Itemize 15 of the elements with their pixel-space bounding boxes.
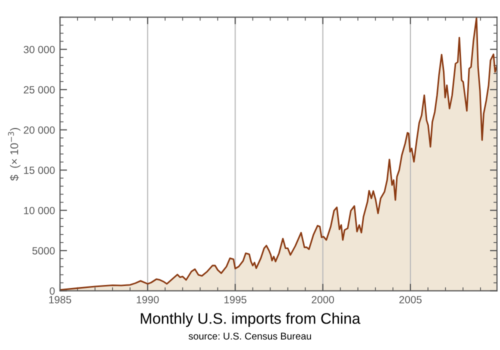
x-tick-label: 1995 [224, 296, 246, 304]
y-tick-label: 15 000 [24, 166, 55, 174]
text: Monthly U.S. imports from China [140, 312, 360, 327]
y-axis-title: $ (× 10$^{−3}$) [8, 128, 20, 181]
y-tick-label: 25 000 [24, 86, 55, 94]
y-tick-label: 10 000 [24, 206, 55, 214]
x-tick-label: 2000 [312, 296, 334, 304]
x-tick-label: 1985 [49, 296, 72, 304]
y-tick-label: 20 000 [24, 126, 55, 134]
y-tick-label: 30 000 [24, 46, 55, 54]
x-tick-label: 1990 [136, 296, 159, 304]
y-tick-label: 0 [50, 287, 55, 295]
y-tick-label: 5000 [32, 247, 55, 254]
source-note: source: U.S. Census Bureau [188, 332, 311, 340]
x-tick-label: 2005 [399, 296, 422, 304]
